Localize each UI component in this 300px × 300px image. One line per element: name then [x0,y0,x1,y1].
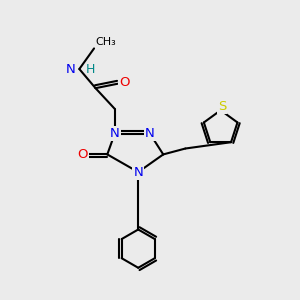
Text: N: N [145,127,155,140]
Text: N: N [66,62,76,76]
Text: S: S [218,100,226,113]
Text: N: N [110,127,119,140]
Text: H: H [86,62,95,76]
Text: N: N [133,166,143,178]
Text: O: O [119,76,129,89]
Text: CH₃: CH₃ [95,37,116,47]
Text: O: O [77,148,88,161]
